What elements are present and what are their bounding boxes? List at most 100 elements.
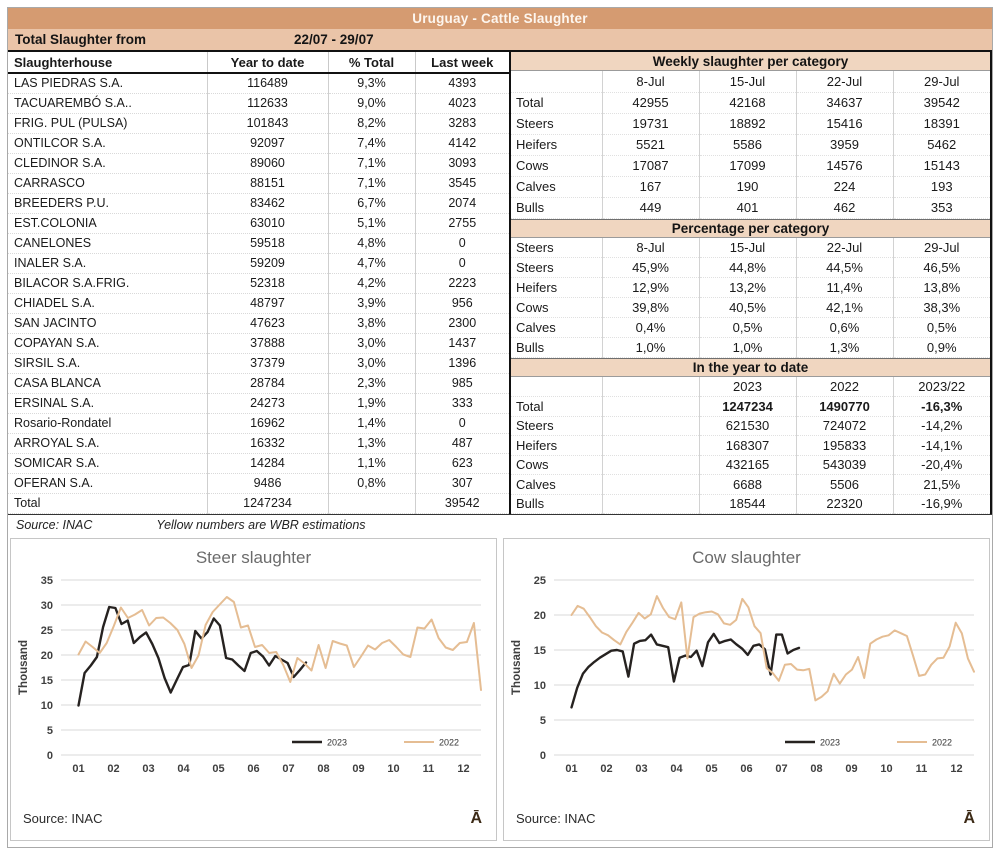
row-label: Cows (511, 155, 603, 177)
row-label: CASA BLANCA (8, 373, 208, 394)
value-cell: 543039 (796, 455, 894, 475)
svg-text:0: 0 (46, 750, 52, 762)
row-label: Total (8, 493, 208, 514)
row-label (511, 71, 603, 93)
slaughterhouse-row: OFERAN S.A. 9486 0,8% 307 (8, 473, 509, 494)
value-cell: 18892 (699, 113, 797, 135)
cow-slaughter-chart: Cow slaughter 0 5 10 15 20 25 01 02 03 04 05 06 07 08… (503, 538, 990, 841)
chart-source: Source: INAC (23, 811, 103, 826)
value-cell: 432165 (699, 455, 797, 475)
value-cell: 2,3% (328, 373, 416, 394)
svg-text:09: 09 (352, 763, 364, 775)
svg-text:02: 02 (600, 763, 612, 775)
svg-text:07: 07 (282, 763, 294, 775)
row-label: Steers (511, 237, 603, 258)
value-cell: -20,4% (893, 455, 990, 475)
date-range: 22/07 - 29/07 (294, 32, 374, 47)
value-cell: 0,4% (602, 317, 700, 338)
row-label: Heifers (511, 435, 603, 456)
chart-title: Steer slaughter (195, 548, 312, 567)
value-cell: 45,9% (602, 257, 700, 278)
row-label: CANELONES (8, 233, 208, 254)
value-cell: 116489 (207, 73, 329, 94)
value-cell: 401 (699, 197, 797, 219)
column-header: Slaughterhouse (8, 52, 208, 74)
value-cell (602, 474, 700, 495)
value-cell: 13,2% (699, 277, 797, 298)
row-label: Bulls (511, 337, 603, 358)
row-label: ERSINAL S.A. (8, 393, 208, 414)
value-cell: 17099 (699, 155, 797, 177)
report-page: Uruguay - Cattle Slaughter Total Slaught… (7, 7, 993, 848)
value-cell: 621530 (699, 416, 797, 436)
value-cell: 1,4% (328, 413, 416, 434)
value-cell: 17087 (602, 155, 700, 177)
charts-region: Steer slaughter 0 5 10 15 20 25 30 35 01 02 03 04 05… (10, 538, 990, 841)
slaughterhouse-row: CANELONES 59518 4,8% 0 (8, 233, 509, 254)
row-label: Heifers (511, 277, 603, 298)
row-label: Rosario-Rondatel (8, 413, 208, 434)
column-header-row: 8-Jul 15-Jul 22-Jul 29-Jul (511, 71, 990, 93)
slaughterhouse-row: SOMICAR S.A. 14284 1,1% 623 (8, 453, 509, 474)
percentage-row: Bulls 1,0% 1,0% 1,3% 0,9% (511, 337, 990, 358)
value-cell: 1490770 (796, 396, 894, 417)
svg-text:Thousand: Thousand (511, 640, 523, 695)
svg-text:25: 25 (40, 625, 52, 637)
row-label: Heifers (511, 134, 603, 156)
value-cell: 52318 (207, 273, 329, 294)
svg-text:12: 12 (950, 763, 962, 775)
value-cell: 4142 (415, 133, 509, 154)
tables-region: Slaughterhouse Year to date % Total Last… (8, 50, 992, 515)
value-cell: 39542 (415, 493, 509, 514)
value-cell: 985 (415, 373, 509, 394)
value-cell: 3545 (415, 173, 509, 194)
svg-text:20: 20 (40, 650, 52, 662)
value-cell: 28784 (207, 373, 329, 394)
column-header-row: 2023 2022 2023/22 (511, 377, 990, 397)
value-cell: 83462 (207, 193, 329, 214)
ytd-row: Steers 621530 724072 -14,2% (511, 416, 990, 436)
value-cell: 8-Jul (602, 237, 700, 258)
svg-text:10: 10 (880, 763, 892, 775)
row-label: Bulls (511, 494, 603, 514)
value-cell: 4,2% (328, 273, 416, 294)
value-cell: 38,3% (893, 297, 990, 318)
value-cell (602, 396, 700, 417)
value-cell: 88151 (207, 173, 329, 194)
svg-text:2023: 2023 (327, 738, 347, 748)
value-cell: 2223 (415, 273, 509, 294)
value-cell: 193 (893, 176, 990, 198)
section-title: Percentage per category (511, 218, 990, 238)
value-cell (602, 435, 700, 456)
ytd-row: Heifers 168307 195833 -14,1% (511, 435, 990, 456)
value-cell: 0 (415, 233, 509, 254)
row-label: Steers (511, 113, 603, 135)
svg-text:06: 06 (247, 763, 259, 775)
row-label: COPAYAN S.A. (8, 333, 208, 354)
slaughterhouse-table: Slaughterhouse Year to date % Total Last… (8, 52, 509, 514)
svg-text:15: 15 (533, 645, 545, 657)
value-cell: 487 (415, 433, 509, 454)
row-label: ARROYAL S.A. (8, 433, 208, 454)
value-cell: 24273 (207, 393, 329, 414)
value-cell: 37379 (207, 353, 329, 374)
value-cell: 1,9% (328, 393, 416, 414)
total-row: Total 1247234 39542 (8, 493, 509, 514)
value-cell: 6,7% (328, 193, 416, 214)
slaughterhouse-row: CARRASCO 88151 7,1% 3545 (8, 173, 509, 194)
value-cell: 42168 (699, 92, 797, 114)
slaughterhouse-header-row: Slaughterhouse Year to date % Total Last… (8, 52, 509, 74)
svg-text:05: 05 (705, 763, 717, 775)
percentage-row: Calves 0,4% 0,5% 0,6% 0,5% (511, 317, 990, 338)
value-cell: 15-Jul (699, 237, 797, 258)
total-slaughter-label: Total Slaughter from (15, 32, 147, 47)
percentage-row: Steers 45,9% 44,8% 44,5% 46,5% (511, 257, 990, 278)
value-cell: 89060 (207, 153, 329, 174)
value-cell: 29-Jul (893, 71, 990, 93)
value-cell: 3959 (796, 134, 894, 156)
value-cell: 9,3% (328, 73, 416, 94)
section-title: In the year to date (511, 358, 990, 377)
value-cell: 1247234 (699, 396, 797, 417)
value-cell: 1,0% (602, 337, 700, 358)
value-cell: 449 (602, 197, 700, 219)
